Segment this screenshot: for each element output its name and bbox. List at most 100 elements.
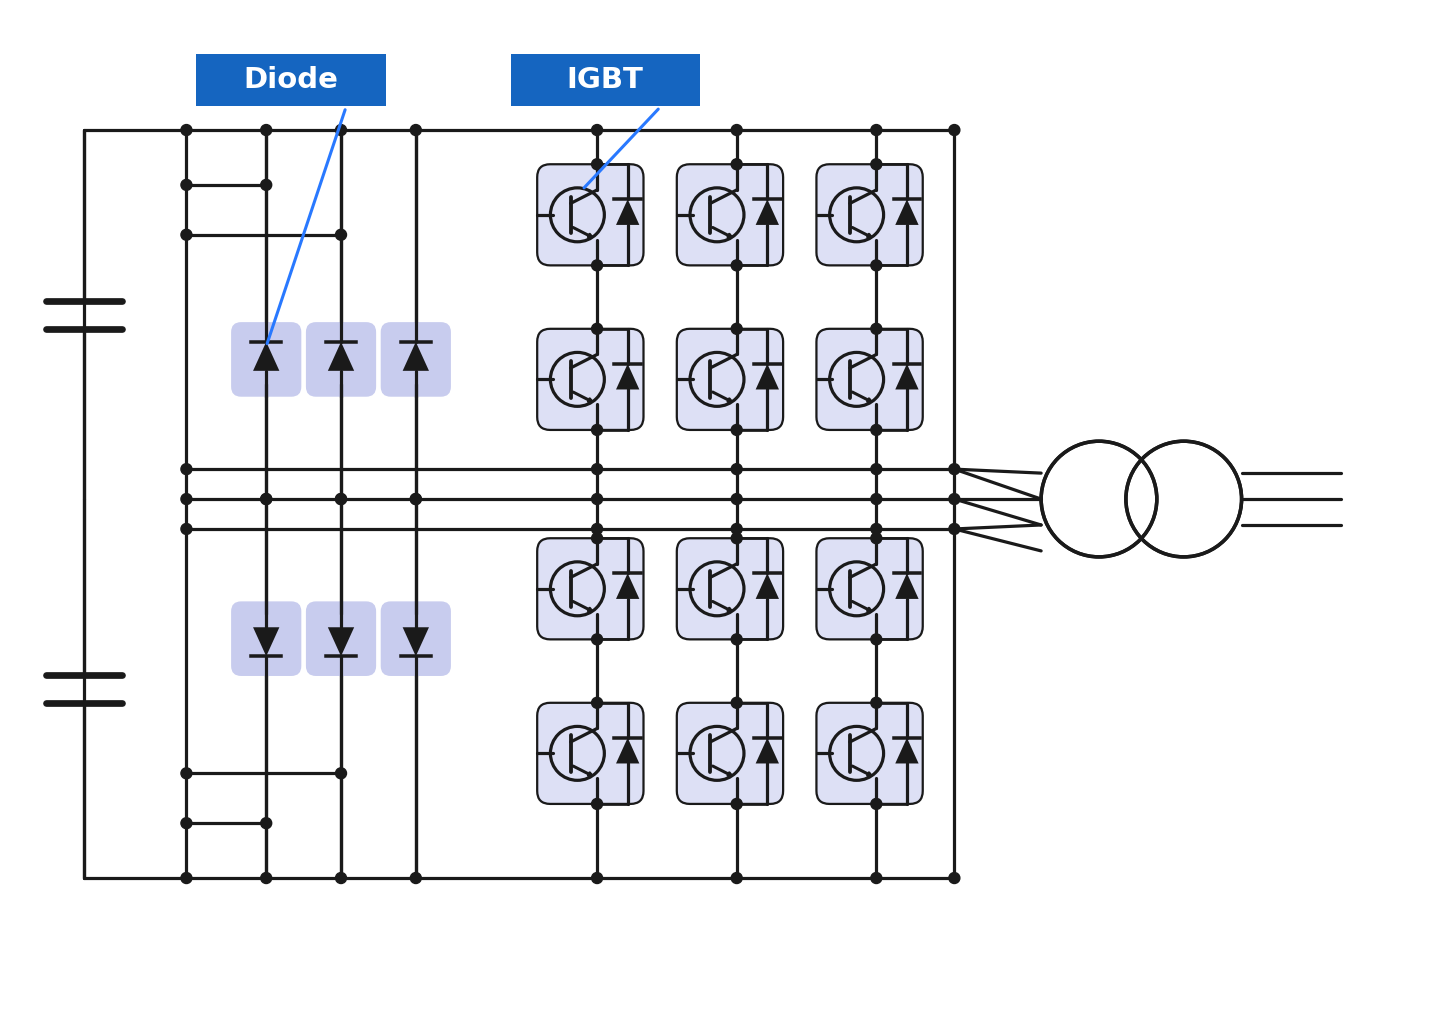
Circle shape: [336, 873, 346, 883]
Circle shape: [871, 798, 883, 810]
Circle shape: [591, 124, 603, 135]
Circle shape: [732, 523, 742, 535]
Circle shape: [181, 768, 192, 779]
Circle shape: [261, 873, 271, 883]
FancyBboxPatch shape: [817, 703, 923, 803]
FancyBboxPatch shape: [817, 539, 923, 639]
Circle shape: [181, 873, 192, 883]
Circle shape: [871, 159, 883, 170]
Circle shape: [949, 493, 960, 505]
FancyBboxPatch shape: [231, 602, 301, 676]
Polygon shape: [895, 364, 918, 390]
Circle shape: [871, 424, 883, 435]
Circle shape: [949, 463, 960, 475]
Circle shape: [591, 634, 603, 645]
Circle shape: [732, 260, 742, 271]
Circle shape: [181, 523, 192, 535]
Polygon shape: [616, 738, 640, 763]
Polygon shape: [756, 573, 779, 599]
FancyBboxPatch shape: [677, 164, 784, 266]
Circle shape: [732, 493, 742, 505]
FancyBboxPatch shape: [231, 323, 301, 397]
Circle shape: [871, 634, 883, 645]
Circle shape: [949, 873, 960, 883]
Circle shape: [591, 798, 603, 810]
Circle shape: [336, 493, 346, 505]
Circle shape: [591, 159, 603, 170]
Polygon shape: [327, 342, 354, 371]
Polygon shape: [616, 573, 640, 599]
Polygon shape: [895, 738, 918, 763]
Circle shape: [732, 697, 742, 708]
Polygon shape: [756, 200, 779, 225]
Circle shape: [732, 634, 742, 645]
FancyBboxPatch shape: [380, 602, 451, 676]
Circle shape: [261, 180, 271, 190]
Circle shape: [591, 324, 603, 334]
FancyBboxPatch shape: [380, 323, 451, 397]
Circle shape: [261, 493, 271, 505]
Polygon shape: [895, 573, 918, 599]
Polygon shape: [756, 364, 779, 390]
FancyBboxPatch shape: [306, 602, 376, 676]
Polygon shape: [253, 342, 280, 371]
FancyBboxPatch shape: [817, 164, 923, 266]
Circle shape: [181, 124, 192, 135]
Polygon shape: [895, 200, 918, 225]
Circle shape: [732, 798, 742, 810]
Circle shape: [181, 230, 192, 240]
FancyBboxPatch shape: [677, 539, 784, 639]
Circle shape: [261, 124, 271, 135]
Circle shape: [410, 493, 422, 505]
Polygon shape: [327, 628, 354, 657]
Circle shape: [181, 493, 192, 505]
FancyBboxPatch shape: [817, 329, 923, 430]
Polygon shape: [403, 628, 429, 657]
Circle shape: [410, 124, 422, 135]
Circle shape: [181, 463, 192, 475]
Circle shape: [871, 873, 883, 883]
Circle shape: [591, 493, 603, 505]
FancyBboxPatch shape: [537, 164, 643, 266]
Circle shape: [336, 768, 346, 779]
Circle shape: [336, 230, 346, 240]
Polygon shape: [403, 342, 429, 371]
Circle shape: [871, 697, 883, 708]
Circle shape: [336, 124, 346, 135]
Circle shape: [732, 533, 742, 544]
Circle shape: [181, 180, 192, 190]
Circle shape: [591, 463, 603, 475]
Bar: [1124, 445, 1184, 554]
Circle shape: [871, 324, 883, 334]
Circle shape: [410, 493, 422, 505]
Circle shape: [871, 124, 883, 135]
Polygon shape: [616, 364, 640, 390]
FancyBboxPatch shape: [537, 539, 643, 639]
FancyBboxPatch shape: [197, 54, 386, 107]
Circle shape: [181, 818, 192, 828]
Polygon shape: [253, 628, 280, 657]
Circle shape: [261, 818, 271, 828]
Circle shape: [732, 124, 742, 135]
Circle shape: [410, 873, 422, 883]
Circle shape: [871, 533, 883, 544]
Circle shape: [591, 424, 603, 435]
Circle shape: [591, 873, 603, 883]
Circle shape: [591, 523, 603, 535]
Circle shape: [732, 324, 742, 334]
FancyBboxPatch shape: [537, 703, 643, 803]
Circle shape: [949, 523, 960, 535]
Text: Diode: Diode: [244, 66, 339, 94]
Circle shape: [591, 260, 603, 271]
Polygon shape: [756, 738, 779, 763]
Circle shape: [871, 260, 883, 271]
FancyBboxPatch shape: [306, 323, 376, 397]
FancyBboxPatch shape: [677, 703, 784, 803]
FancyBboxPatch shape: [537, 329, 643, 430]
Circle shape: [871, 523, 883, 535]
Circle shape: [591, 697, 603, 708]
Circle shape: [871, 463, 883, 475]
Circle shape: [336, 493, 346, 505]
Circle shape: [871, 493, 883, 505]
Circle shape: [261, 493, 271, 505]
